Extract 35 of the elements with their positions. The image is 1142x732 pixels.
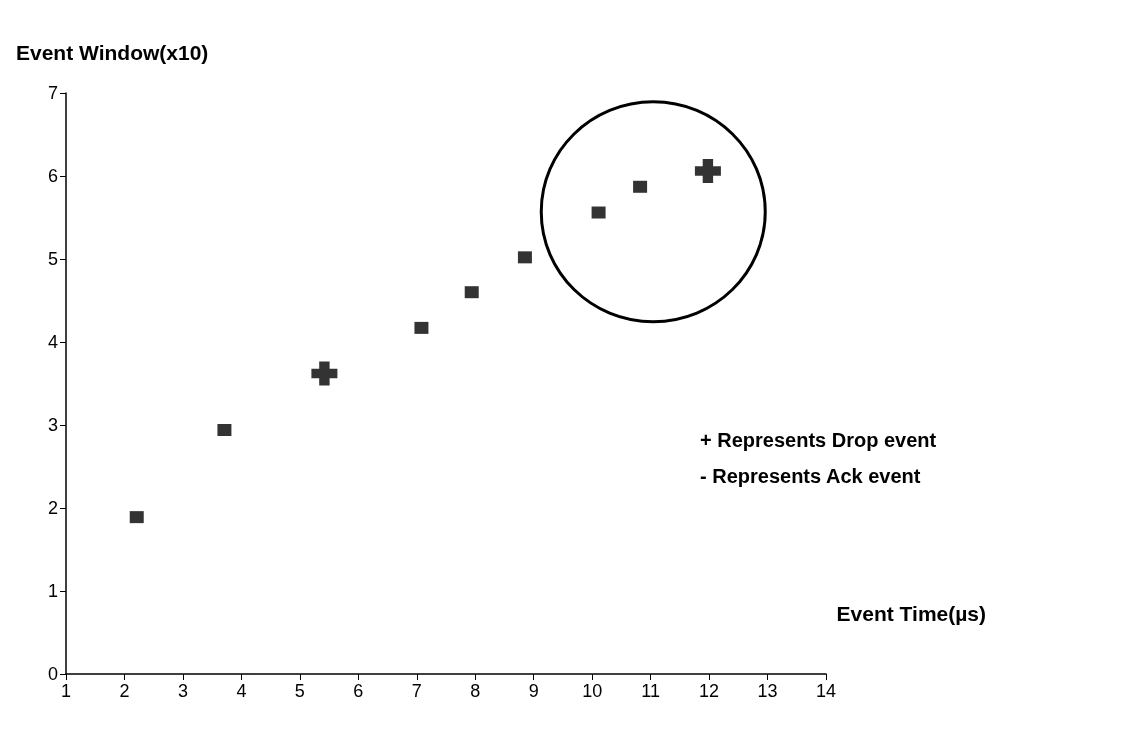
x-tick-label: 2 <box>119 681 130 701</box>
x-tick-label: 8 <box>470 681 481 701</box>
annotation: + Represents Drop event <box>700 429 937 451</box>
x-tick-label: 3 <box>177 681 188 701</box>
y-axis-title: Event Window(x10) <box>16 41 209 64</box>
x-tick-label: 13 <box>757 681 778 701</box>
point <box>633 180 648 193</box>
y-tick-label: 1 <box>47 581 58 601</box>
x-tick-label: 14 <box>815 681 837 701</box>
x-tick-label: 10 <box>582 681 603 701</box>
x-tick-label: 7 <box>411 681 422 701</box>
x-tick-label: 5 <box>294 681 305 701</box>
x-tick-label: 12 <box>699 681 720 701</box>
x-tick-label: 1 <box>60 681 72 701</box>
y-tick-label: 3 <box>47 415 58 435</box>
y-tick-label: 0 <box>47 664 58 684</box>
point <box>591 206 606 219</box>
point <box>311 361 338 386</box>
point <box>464 286 479 299</box>
x-tick-label: 6 <box>353 681 364 701</box>
x-tick-label: 4 <box>236 681 247 701</box>
point <box>414 321 429 334</box>
point <box>217 423 232 436</box>
x-tick-label: 9 <box>528 681 539 701</box>
point <box>129 511 144 524</box>
point <box>694 159 721 184</box>
x-tick-label: 11 <box>641 681 660 701</box>
point <box>517 251 532 264</box>
y-tick-label: 5 <box>47 249 58 269</box>
y-tick-label: 7 <box>47 83 58 103</box>
annotation: - Represents Ack event <box>700 465 921 487</box>
y-tick-label: 2 <box>47 498 58 518</box>
x-axis-title: Event Time(µs) <box>836 602 986 625</box>
y-tick-label: 6 <box>47 166 58 186</box>
y-tick-label: 4 <box>47 332 58 352</box>
